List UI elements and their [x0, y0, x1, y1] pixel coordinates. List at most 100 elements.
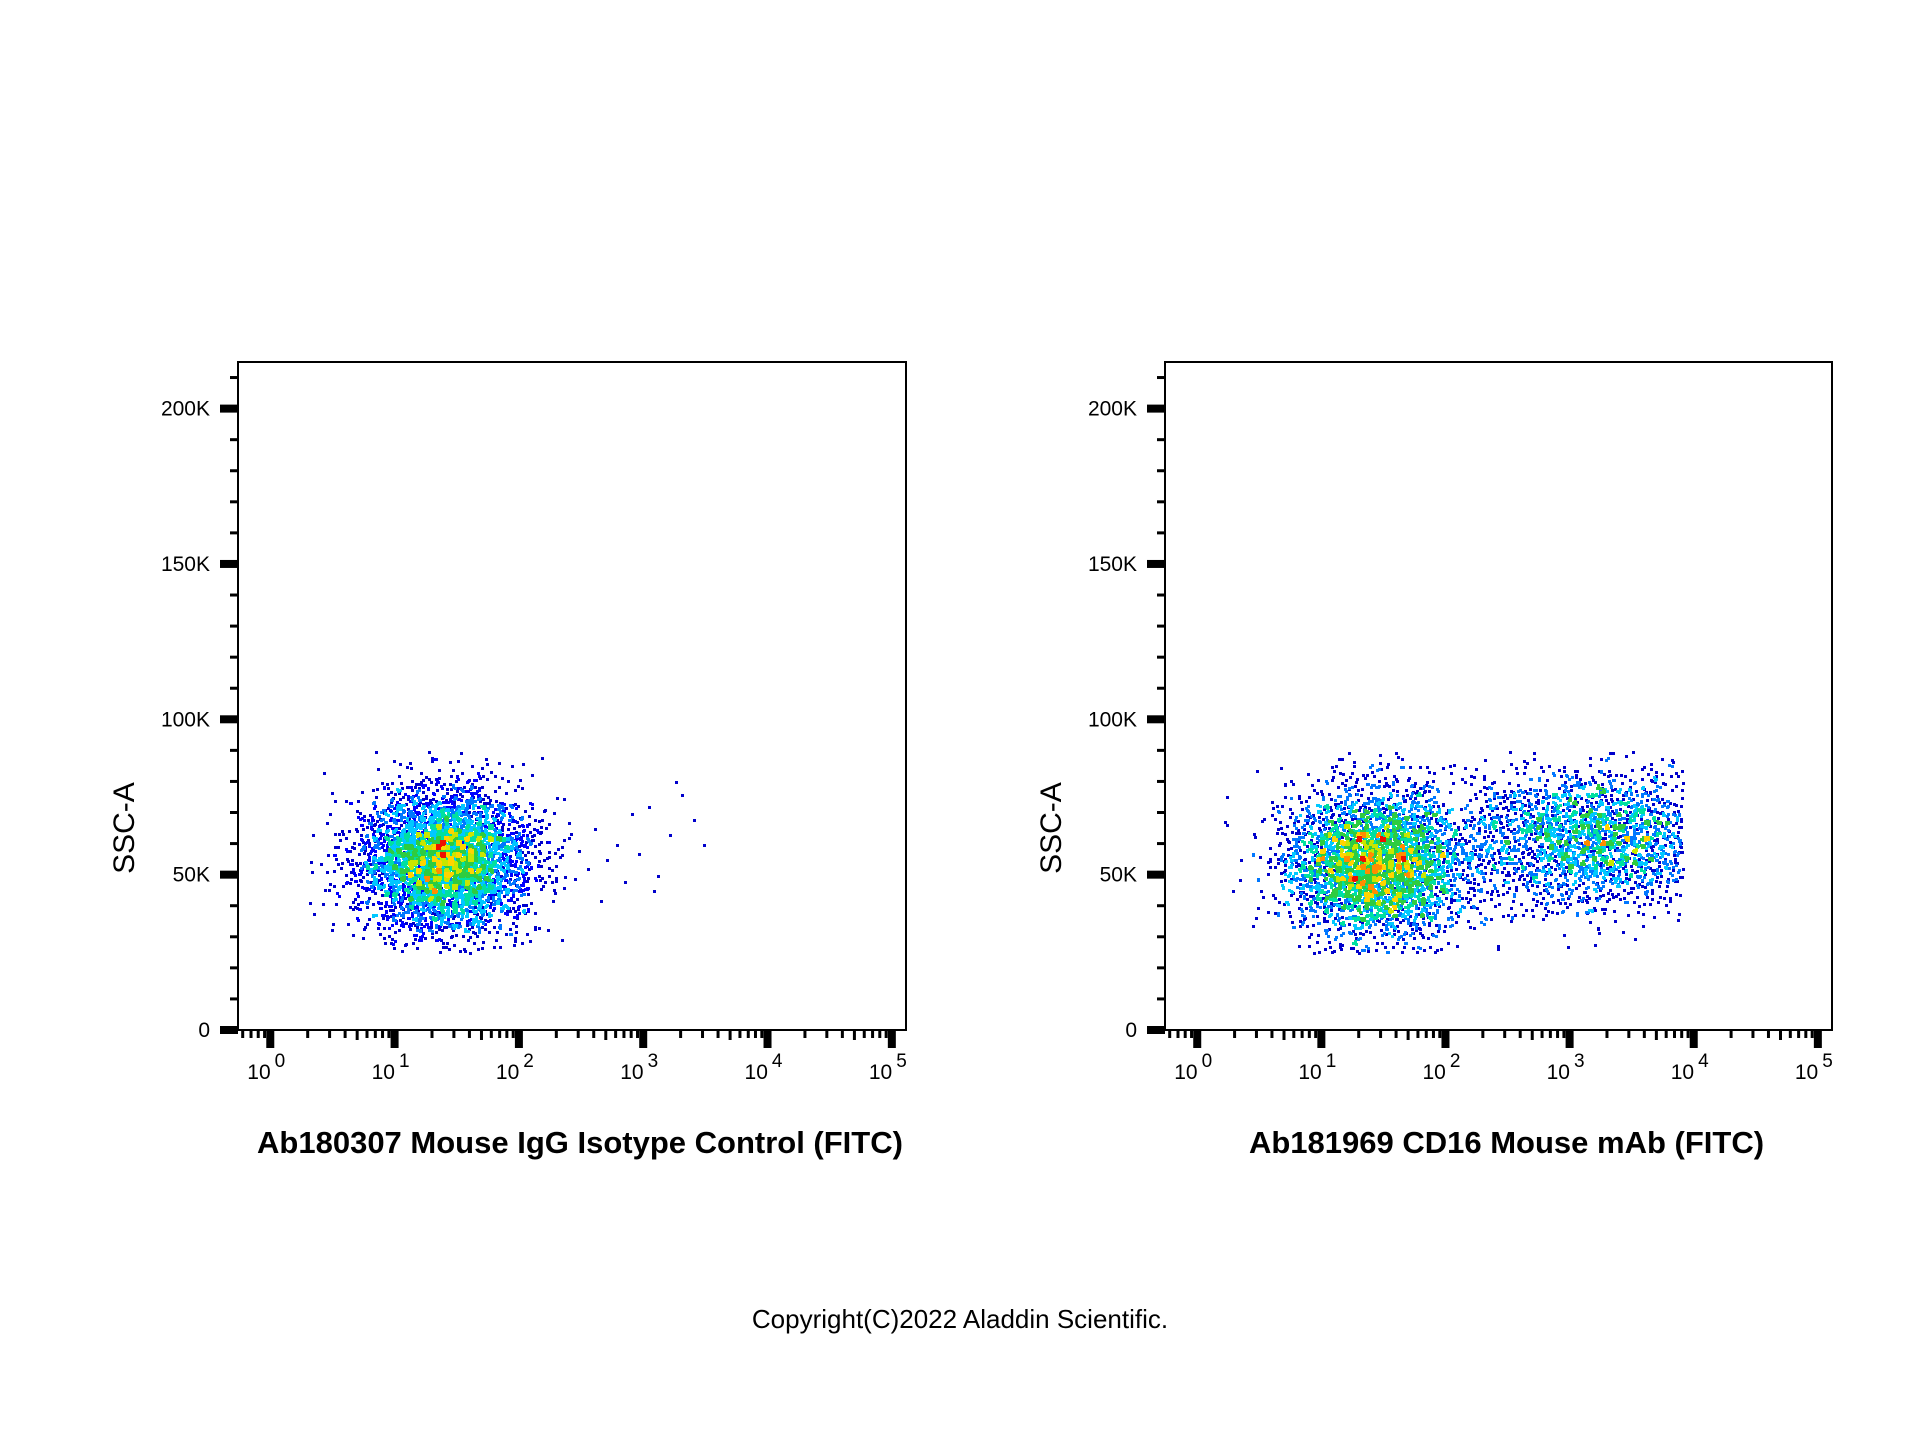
event-dot	[389, 805, 392, 808]
event-dot	[447, 913, 450, 916]
event-dot	[504, 852, 507, 855]
event-dot	[439, 834, 442, 837]
event-dot	[460, 912, 463, 915]
event-dot	[505, 792, 508, 795]
event-dot	[482, 835, 485, 838]
event-dot	[472, 920, 475, 923]
event-dot	[417, 873, 420, 876]
event-dot	[519, 779, 522, 782]
event-dot	[406, 786, 409, 789]
event-dot	[465, 810, 468, 813]
event-dot	[513, 880, 516, 883]
event-dot	[469, 936, 472, 939]
event-dot	[456, 790, 459, 793]
event-dot	[436, 803, 439, 806]
event-dot	[448, 899, 451, 902]
event-dot	[529, 802, 532, 805]
event-dot	[442, 900, 445, 903]
event-dot	[406, 839, 409, 842]
event-dot	[424, 809, 427, 812]
event-dot	[520, 836, 523, 839]
event-dot	[399, 919, 402, 922]
event-dot	[332, 923, 335, 926]
event-dot	[474, 889, 477, 892]
event-dot	[495, 815, 498, 818]
event-dot	[441, 827, 444, 830]
event-dot	[415, 802, 418, 805]
event-dot	[411, 799, 414, 802]
event-dot	[526, 837, 529, 840]
event-dot	[447, 894, 450, 897]
event-dot	[461, 915, 464, 918]
event-dot	[500, 868, 503, 871]
event-dot	[361, 839, 364, 842]
event-dot	[407, 852, 410, 855]
event-dot	[422, 779, 425, 782]
event-dot	[445, 852, 448, 855]
event-dot	[460, 788, 463, 791]
event-dot	[460, 847, 463, 850]
event-dot	[425, 795, 428, 798]
event-dot	[505, 859, 508, 862]
event-dot	[378, 874, 381, 877]
event-dot	[416, 813, 419, 816]
event-dot	[515, 916, 518, 919]
event-dot	[530, 902, 533, 905]
event-dot	[431, 837, 434, 840]
event-dot	[497, 804, 500, 807]
event-dot	[501, 839, 504, 842]
event-dot	[402, 889, 405, 892]
event-dot	[520, 884, 523, 887]
event-dot	[465, 896, 468, 899]
event-dot	[499, 927, 502, 930]
event-dot	[472, 931, 475, 934]
event-dot	[363, 852, 366, 855]
event-dot	[457, 895, 460, 898]
event-dot	[435, 800, 438, 803]
event-dot	[482, 833, 485, 836]
event-dot	[380, 819, 383, 822]
event-dot	[377, 862, 380, 865]
event-dot	[399, 849, 402, 852]
event-dot	[512, 891, 515, 894]
event-dot	[345, 874, 348, 877]
event-dot	[424, 919, 427, 922]
event-dot	[461, 871, 464, 874]
event-dot	[418, 823, 421, 826]
event-dot	[394, 914, 397, 917]
event-dot	[406, 830, 409, 833]
event-dot	[499, 884, 502, 887]
event-dot	[498, 847, 501, 850]
event-dot	[416, 840, 419, 843]
event-dot	[440, 880, 443, 883]
event-dot	[368, 859, 371, 862]
event-dot	[457, 863, 460, 866]
event-dot	[455, 797, 458, 800]
event-dot	[493, 891, 496, 894]
event-dot	[493, 824, 496, 827]
event-dot	[363, 815, 366, 818]
event-dot	[492, 855, 495, 858]
event-dot	[463, 829, 466, 832]
event-dot	[416, 926, 419, 929]
event-dot	[367, 865, 370, 868]
event-dot	[416, 907, 419, 910]
event-dot	[477, 899, 480, 902]
event-dot	[400, 804, 403, 807]
event-dot	[414, 879, 417, 882]
event-dot	[479, 920, 482, 923]
event-dot	[449, 798, 452, 801]
event-dot	[485, 899, 488, 902]
event-dot	[396, 889, 399, 892]
event-dot	[449, 761, 452, 764]
event-dot	[501, 885, 504, 888]
event-dot	[491, 871, 494, 874]
event-dot	[466, 801, 469, 804]
event-dot	[488, 931, 491, 934]
event-dot	[414, 842, 417, 845]
event-dot	[481, 895, 484, 898]
event-dot	[378, 847, 381, 850]
event-dot	[380, 834, 383, 837]
event-dot	[487, 879, 490, 882]
event-dot	[424, 829, 427, 832]
